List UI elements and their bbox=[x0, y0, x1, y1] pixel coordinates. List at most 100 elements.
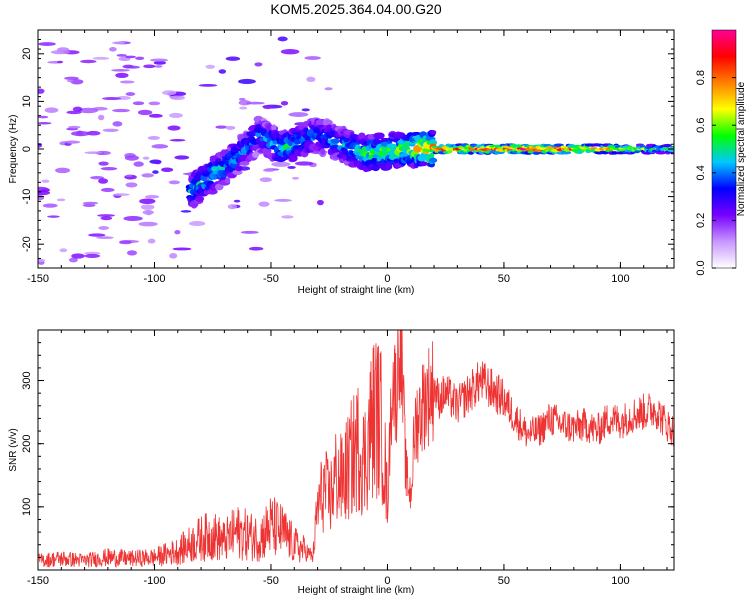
snr-ticks: -150 -100 -50 0 50 100 100 200 300 bbox=[21, 329, 674, 587]
spectrogram-noise-blob bbox=[115, 72, 129, 78]
x-tick-label: -100 bbox=[143, 273, 165, 285]
spectrogram-noise-blob bbox=[259, 177, 272, 183]
y-tick-label: 20 bbox=[21, 48, 33, 60]
snr-frame bbox=[37, 329, 675, 571]
spectrogram-noise-blob bbox=[112, 193, 130, 197]
spectrogram-ridge-cell bbox=[288, 154, 298, 162]
spectrogram-noise-blob bbox=[274, 198, 292, 202]
spectrogram-noise-blob bbox=[78, 107, 99, 114]
spectrogram-ridge-cell bbox=[667, 148, 674, 152]
spectrogram-noise-blob bbox=[140, 204, 155, 210]
spectrogram-noise-blob bbox=[151, 144, 169, 149]
spectrogram-noise-blob bbox=[71, 253, 85, 259]
spectrogram-noise-blob bbox=[41, 179, 50, 183]
spectrogram-noise-blob bbox=[304, 56, 321, 60]
spectrogram-noise-blob bbox=[38, 88, 45, 94]
spectrogram-ridge-cell bbox=[357, 132, 366, 141]
spectrogram-noise-blob bbox=[137, 109, 153, 116]
spectrogram-noise-blob bbox=[218, 69, 227, 74]
spectrogram-noise-blob bbox=[306, 76, 316, 83]
spectrogram-noise-blob bbox=[225, 56, 241, 61]
y-tick-label: 100 bbox=[21, 498, 33, 516]
y-tick-label: 0 bbox=[21, 146, 33, 152]
spectrogram-ridge-cell bbox=[601, 151, 609, 155]
spectrogram-ridge-cell bbox=[467, 151, 474, 155]
spectrogram-noise-blob bbox=[172, 247, 192, 251]
spectrogram-noise-blob bbox=[280, 100, 289, 106]
spectrogram-noise-blob bbox=[126, 250, 138, 256]
spectrogram-noise-blob bbox=[240, 230, 259, 234]
spectrogram-noise-blob bbox=[38, 258, 46, 263]
spectrogram-noise-blob bbox=[227, 204, 238, 210]
spectrogram-noise-blob bbox=[100, 167, 118, 171]
spectrogram-image bbox=[38, 36, 674, 265]
spectrogram-noise-blob bbox=[248, 246, 264, 251]
spectrogram-noise-blob bbox=[189, 221, 206, 227]
spectrogram-noise-blob bbox=[38, 122, 52, 125]
spectrogram-noise-blob bbox=[174, 230, 181, 235]
colorbar-gradient bbox=[712, 30, 736, 268]
spectrogram-noise-blob bbox=[38, 195, 45, 201]
spectrogram-noise-blob bbox=[72, 106, 83, 112]
spectrogram-noise-blob bbox=[50, 50, 71, 55]
spectrogram-noise-blob bbox=[70, 79, 84, 85]
spectrogram-noise-blob bbox=[291, 176, 300, 180]
spectrogram-noise-blob bbox=[167, 125, 181, 131]
spectrogram-noise-blob bbox=[294, 161, 314, 166]
snr-xlabel: Height of straight line (km) bbox=[298, 585, 415, 596]
spectrogram-noise-blob bbox=[56, 198, 66, 202]
spectrogram-noise-blob bbox=[280, 49, 300, 55]
spectrogram-noise-blob bbox=[44, 107, 59, 113]
spectrogram-noise-blob bbox=[239, 106, 248, 110]
spectrogram-noise-blob bbox=[47, 215, 60, 218]
spectrogram-ridge-cell bbox=[418, 161, 428, 167]
spectrogram-noise-blob bbox=[135, 56, 145, 60]
spectrogram-noise-blob bbox=[148, 101, 161, 106]
spectrogram-noise-blob bbox=[281, 215, 294, 219]
spectrogram-noise-blob bbox=[101, 187, 115, 192]
spectrogram-noise-blob bbox=[124, 155, 140, 161]
spectrogram-ylabel: Frequency (Hz) bbox=[8, 115, 19, 184]
spectrogram-noise-blob bbox=[56, 60, 64, 64]
spectrogram-noise-blob bbox=[169, 139, 186, 142]
y-tick-label: 10 bbox=[21, 95, 33, 107]
colorbar-tick-label: 0.0 bbox=[695, 260, 707, 275]
spectrogram-noise-blob bbox=[84, 253, 101, 258]
spectrogram-noise-blob bbox=[86, 130, 101, 136]
spectrogram-noise-blob bbox=[38, 115, 49, 119]
spectrogram-noise-blob bbox=[225, 125, 236, 130]
spectrogram-noise-blob bbox=[84, 151, 103, 154]
spectrogram-ridge-cell bbox=[560, 151, 572, 155]
spectrogram-noise-blob bbox=[168, 112, 183, 119]
spectrogram-noise-blob bbox=[102, 128, 119, 132]
x-tick-label: 100 bbox=[611, 273, 629, 285]
spectrogram-noise-blob bbox=[147, 136, 160, 140]
spectrogram-noise-blob bbox=[238, 78, 256, 85]
spectrogram-noise-blob bbox=[215, 125, 228, 129]
y-tick-label: -10 bbox=[21, 189, 33, 205]
colorbar-tick-label: 0.8 bbox=[695, 70, 707, 85]
spectrogram-noise-blob bbox=[116, 54, 128, 57]
spectrogram-ridge-cell bbox=[315, 119, 325, 126]
colorbar-tick-label: 0.4 bbox=[695, 165, 707, 180]
x-tick-label: -100 bbox=[143, 575, 165, 587]
spectrogram-noise-blob bbox=[64, 76, 79, 81]
y-tick-label: 300 bbox=[21, 371, 33, 389]
spectrogram-noise-blob bbox=[169, 95, 186, 101]
spectrogram-noise-blob bbox=[109, 47, 117, 52]
spectrogram-noise-blob bbox=[148, 113, 163, 118]
spectrogram-noise-blob bbox=[180, 210, 192, 213]
spectrogram-noise-blob bbox=[82, 201, 99, 205]
spectrogram-ridge-cell bbox=[429, 130, 437, 135]
x-tick-label: -50 bbox=[263, 575, 279, 587]
spectrogram-noise-blob bbox=[67, 125, 81, 129]
spectrogram-noise-blob bbox=[288, 112, 309, 118]
spectrogram-noise-blob bbox=[38, 42, 56, 46]
spectrogram-noise-blob bbox=[98, 161, 109, 166]
spectrogram-noise-blob bbox=[125, 92, 136, 96]
spectrogram-noise-blob bbox=[198, 83, 218, 87]
spectrogram-xlabel: Height of straight line (km) bbox=[298, 285, 415, 296]
spectrogram-ridge-cell bbox=[275, 156, 287, 163]
spectrogram-noise-blob bbox=[168, 180, 181, 185]
spectrogram-noise-blob bbox=[76, 130, 84, 136]
